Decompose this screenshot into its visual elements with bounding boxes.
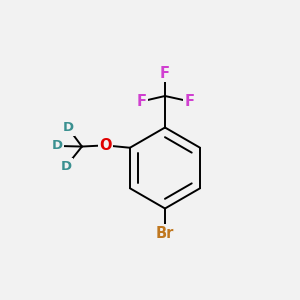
Text: D: D [61,160,72,172]
Text: D: D [63,122,74,134]
Text: D: D [52,140,63,152]
Text: F: F [160,66,170,81]
Text: Br: Br [156,226,174,241]
Text: O: O [99,138,112,153]
Text: F: F [184,94,195,109]
Text: F: F [136,94,147,109]
